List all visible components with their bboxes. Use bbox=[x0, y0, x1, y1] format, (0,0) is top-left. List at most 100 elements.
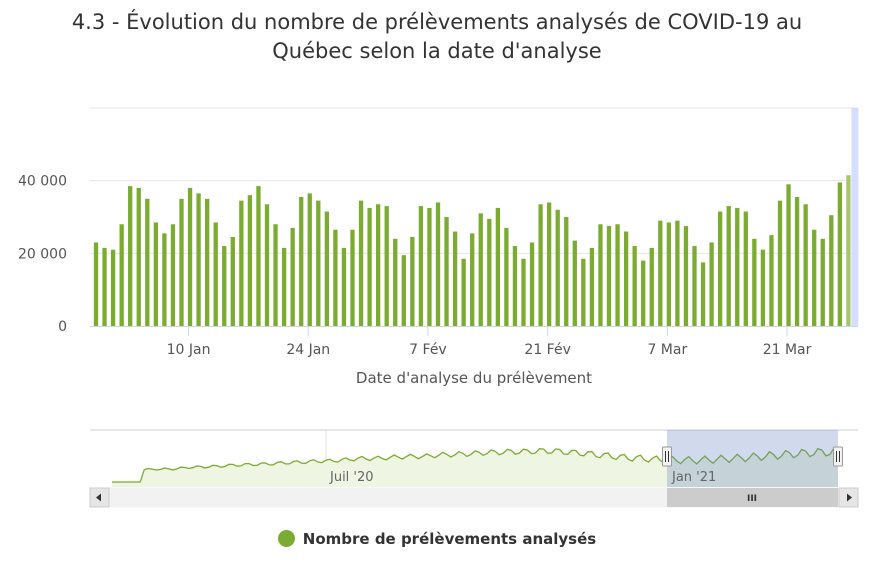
scroll-right-icon bbox=[847, 493, 852, 502]
legend-series-label: Nombre de prélèvements analysés bbox=[302, 530, 597, 548]
bar bbox=[273, 224, 278, 326]
bar bbox=[128, 186, 133, 326]
bar bbox=[470, 233, 475, 326]
bar bbox=[632, 246, 637, 326]
bar bbox=[726, 206, 731, 326]
bar bbox=[136, 187, 141, 326]
bar bbox=[837, 182, 842, 326]
bar bbox=[555, 209, 560, 326]
bar bbox=[281, 247, 287, 326]
bar bbox=[794, 197, 800, 326]
hover-highlight-band bbox=[851, 108, 859, 326]
bar bbox=[435, 202, 441, 326]
bar bbox=[512, 246, 518, 326]
bar bbox=[213, 222, 218, 326]
bar bbox=[658, 220, 663, 326]
navigator-series-line bbox=[112, 447, 839, 483]
bar bbox=[427, 207, 432, 326]
bar bbox=[564, 217, 569, 326]
bar bbox=[316, 200, 321, 326]
y-tick-label: 40 000 bbox=[18, 174, 67, 190]
bar bbox=[290, 227, 295, 326]
bar bbox=[110, 249, 116, 326]
bar bbox=[401, 255, 406, 326]
bar bbox=[812, 229, 817, 326]
bar bbox=[205, 198, 210, 326]
bar bbox=[410, 236, 415, 326]
bar bbox=[538, 204, 543, 326]
scrollbar-grip: III bbox=[747, 494, 757, 504]
bar bbox=[247, 195, 253, 326]
bar bbox=[495, 207, 500, 326]
bar bbox=[367, 207, 372, 326]
bar bbox=[307, 193, 312, 326]
scrollbar[interactable]: III bbox=[89, 487, 859, 508]
bar bbox=[179, 198, 184, 326]
navigator-label: Juil '20 bbox=[329, 470, 374, 485]
handle-body bbox=[833, 446, 843, 467]
bar bbox=[239, 200, 244, 326]
x-axis-ticks: 10 Jan 24 Jan 7 Fév 21 Fév 7 Mar 21 Mar bbox=[167, 326, 812, 358]
bar bbox=[170, 224, 176, 326]
legend-series-marker bbox=[277, 530, 295, 547]
bar bbox=[598, 224, 603, 326]
bar-series bbox=[93, 175, 851, 326]
bar bbox=[589, 247, 595, 326]
bar bbox=[341, 247, 347, 326]
bar bbox=[504, 227, 509, 326]
bar bbox=[384, 206, 389, 326]
bar bbox=[743, 211, 748, 326]
bar bbox=[299, 197, 304, 326]
legend[interactable]: Nombre de prélèvements analysés bbox=[0, 530, 874, 548]
scrollbar-thumb[interactable] bbox=[667, 488, 838, 507]
bar bbox=[264, 204, 270, 326]
bar bbox=[709, 242, 714, 326]
navigator[interactable]: Juil '20 Jan '21 bbox=[90, 429, 858, 487]
bar bbox=[196, 193, 201, 326]
x-tick-label: 7 Fév bbox=[409, 342, 447, 358]
bar bbox=[641, 260, 646, 326]
bar bbox=[760, 249, 766, 326]
y-tick-label: 20 000 bbox=[18, 246, 67, 262]
bar bbox=[615, 224, 620, 326]
bar bbox=[230, 236, 235, 326]
bar bbox=[487, 218, 492, 326]
navigator-handle[interactable] bbox=[833, 446, 843, 467]
bar bbox=[572, 240, 577, 326]
y-axis-ticks: 0 20 000 40 000 bbox=[18, 174, 67, 335]
scroll-left-icon bbox=[96, 493, 101, 502]
bar bbox=[153, 222, 158, 326]
bar bbox=[769, 235, 774, 326]
bar bbox=[692, 246, 697, 326]
bar bbox=[581, 258, 586, 326]
bar bbox=[187, 187, 193, 326]
bar bbox=[529, 242, 535, 326]
bar bbox=[393, 238, 398, 326]
bar bbox=[333, 229, 338, 326]
bar bbox=[145, 198, 150, 326]
bar bbox=[119, 224, 124, 326]
bar bbox=[376, 204, 381, 326]
navigator-label: Jan '21 bbox=[671, 470, 716, 485]
x-axis-title: Date d'analyse du prélèvement bbox=[356, 369, 592, 387]
navigator-selected-window bbox=[667, 430, 838, 487]
bar bbox=[256, 186, 261, 326]
bar bbox=[93, 242, 99, 326]
chart-title: 4.3 - Évolution du nombre de prélèvement… bbox=[0, 8, 874, 66]
bar bbox=[452, 231, 458, 326]
bar bbox=[718, 211, 723, 326]
bar bbox=[649, 247, 654, 326]
navigator-area bbox=[112, 448, 838, 487]
y-tick-label: 0 bbox=[58, 319, 67, 335]
navigator-handle[interactable] bbox=[662, 446, 672, 467]
bar bbox=[102, 247, 107, 326]
bar bbox=[735, 207, 740, 326]
bar bbox=[623, 231, 629, 326]
chart-title-line-2: Québec selon la date d'analyse bbox=[272, 39, 602, 63]
handle-body bbox=[662, 446, 672, 467]
bar bbox=[700, 262, 706, 326]
bar bbox=[683, 226, 689, 326]
x-tick-label: 21 Mar bbox=[763, 342, 812, 358]
bar bbox=[521, 258, 526, 326]
